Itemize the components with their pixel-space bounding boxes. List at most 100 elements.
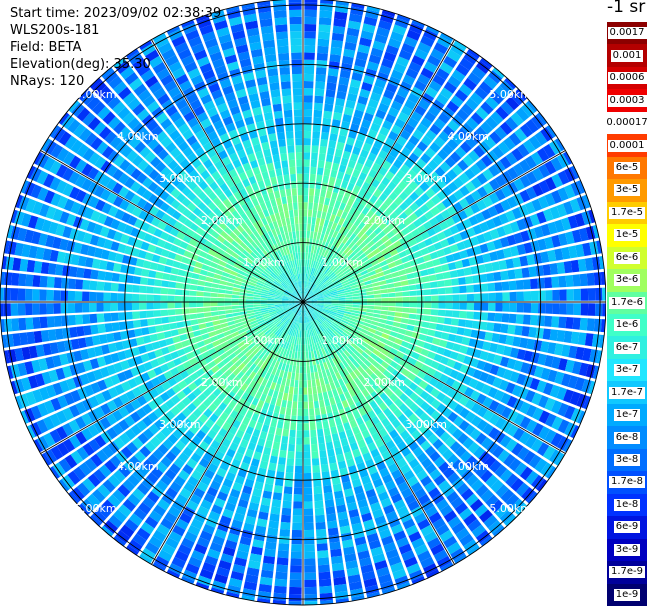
radar-cell — [310, 284, 316, 291]
radar-cell — [151, 466, 164, 479]
radar-cell — [210, 292, 218, 298]
radar-cell — [303, 280, 306, 288]
radar-cell — [153, 294, 161, 302]
radar-cell — [70, 389, 82, 403]
radar-cell — [182, 146, 194, 158]
radar-cell — [171, 35, 186, 48]
radar-cell — [127, 474, 140, 487]
radar-cell — [36, 170, 49, 185]
radar-cell — [107, 251, 117, 262]
radar-cell — [218, 402, 228, 412]
radar-cell — [97, 106, 111, 120]
radar-cell — [217, 302, 225, 307]
radar-cell — [563, 260, 573, 274]
radar-cell — [290, 336, 294, 344]
radar-cell — [256, 368, 264, 376]
radar-cell — [500, 489, 514, 503]
radar-cell — [97, 484, 111, 498]
radar-cell — [343, 340, 351, 348]
radar-cell — [421, 135, 433, 147]
radar-cell — [115, 60, 131, 74]
radar-cell — [381, 9, 396, 17]
radar-cell — [273, 592, 287, 601]
radar-cell — [214, 96, 226, 107]
radar-cell — [349, 317, 358, 323]
radar-cell — [266, 162, 275, 171]
radar-cell — [442, 485, 455, 498]
radar-cell — [282, 255, 288, 263]
radar-cell — [459, 302, 467, 310]
radar-cell — [424, 295, 432, 302]
radar-cell — [238, 172, 248, 181]
radar-cell — [218, 314, 227, 320]
radar-cell — [308, 306, 314, 312]
radar-cell — [336, 259, 344, 267]
radar-cell — [420, 35, 435, 48]
radar-cell — [328, 140, 337, 149]
radar-cell — [269, 333, 276, 341]
radar-cell — [396, 505, 409, 517]
radar-cell — [342, 55, 354, 65]
radar-cell — [242, 347, 250, 355]
radar-cell — [241, 334, 249, 341]
radar-cell — [426, 25, 440, 35]
radar-cell — [17, 288, 26, 301]
radar-cell — [334, 590, 349, 600]
radar-cell — [141, 268, 150, 277]
radar-cell — [544, 193, 556, 207]
radar-cell — [369, 341, 377, 349]
radar-cell — [219, 280, 228, 286]
radar-cell — [303, 252, 306, 260]
radar-cell — [128, 51, 143, 65]
radar-cell — [222, 387, 231, 396]
radar-cell — [303, 102, 313, 110]
radar-cell — [156, 332, 166, 341]
radar-cell — [45, 206, 57, 220]
radar-cell — [31, 359, 41, 373]
radar-cell — [231, 331, 240, 338]
radar-cell — [290, 238, 294, 247]
radar-cell — [68, 419, 81, 433]
radar-cell — [170, 199, 181, 210]
radar-cell — [106, 427, 118, 440]
radar-cell — [48, 221, 59, 235]
radar-cell — [276, 258, 282, 266]
radar-cell — [252, 374, 260, 382]
radar-cell — [341, 211, 348, 220]
radar-cell — [216, 26, 230, 38]
radar-cell — [498, 260, 508, 270]
radar-cell — [464, 386, 475, 398]
radar-cell — [353, 246, 361, 254]
radar-cell — [410, 481, 423, 493]
radar-cell — [204, 240, 213, 249]
radar-cell — [245, 79, 256, 89]
radar-cell — [120, 233, 130, 244]
radar-cell — [181, 340, 190, 348]
radar-cell — [311, 284, 317, 291]
radar-cell — [331, 300, 339, 302]
radar-cell — [343, 488, 354, 498]
radar-cell — [198, 383, 208, 393]
radar-cell — [357, 498, 369, 509]
radar-cell — [248, 191, 257, 201]
radar-cell — [414, 386, 424, 396]
radar-cell — [175, 282, 184, 289]
radar-cell — [238, 295, 247, 299]
radar-cell — [10, 209, 18, 224]
radar-cell — [163, 265, 172, 274]
radar-cell — [486, 150, 499, 163]
radar-cell — [352, 426, 361, 435]
radar-cell — [429, 316, 438, 323]
radar-cell — [274, 305, 283, 308]
radar-cell — [473, 302, 482, 311]
radar-cell — [379, 528, 392, 539]
radar-cell — [102, 499, 116, 513]
radar-cell — [207, 201, 217, 211]
radar-cell — [269, 254, 276, 262]
radar-cell — [392, 226, 401, 235]
radar-cell — [46, 289, 54, 301]
radar-cell — [269, 263, 276, 271]
radar-cell — [361, 165, 371, 175]
radar-cell — [411, 366, 420, 376]
radar-cell — [516, 303, 524, 313]
